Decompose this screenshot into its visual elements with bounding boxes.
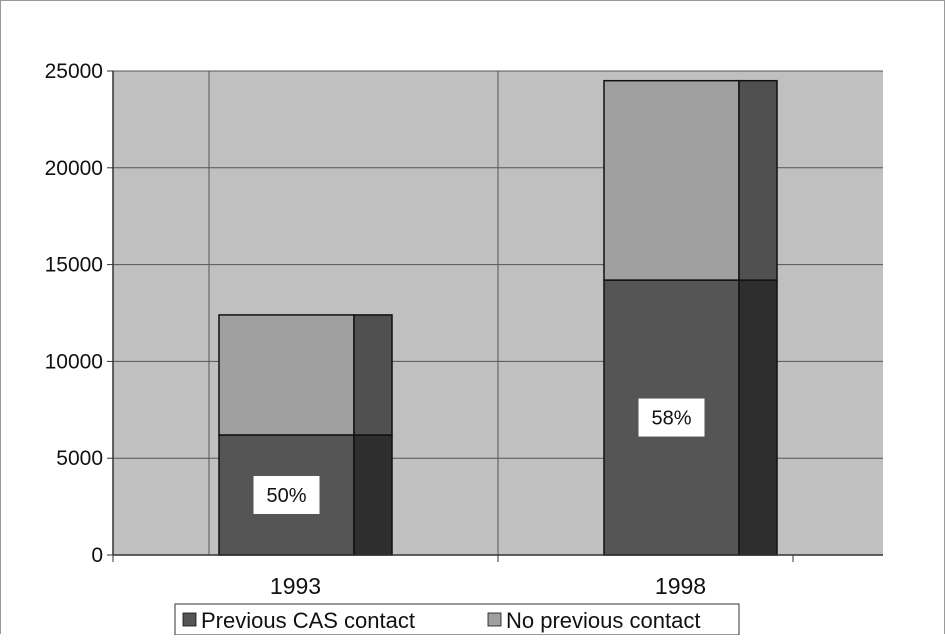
bar-no-previous-contact-1998 [603, 79, 740, 281]
y-tick-label: 0 [91, 544, 103, 567]
data-label: 58% [651, 408, 691, 430]
legend [174, 603, 740, 636]
bar-side-previous-cas-contact-1998 [738, 279, 778, 556]
x-tick-label: 1998 [655, 573, 706, 599]
y-tick-label: 5000 [56, 447, 103, 470]
y-tick-label: 15000 [45, 254, 103, 277]
legend-swatch-no-previous-contact [487, 612, 502, 627]
data-label-box [253, 475, 320, 514]
legend-label-previous-cas-contact: Previous CAS contact [201, 608, 415, 633]
bar-side-previous-cas-contact-1993 [353, 434, 393, 556]
data-label: 50% [266, 485, 306, 507]
bar-side-no-previous-contact-1998 [738, 79, 778, 281]
y-tick-label: 10000 [45, 350, 103, 373]
y-tick-label: 20000 [45, 157, 103, 180]
bar-side-no-previous-contact-1993 [353, 314, 393, 436]
x-tick-label: 1993 [270, 573, 321, 599]
y-tick-label: 25000 [45, 60, 103, 83]
data-label-box [638, 398, 705, 437]
bar-no-previous-contact-1993 [218, 314, 355, 436]
legend-label-no-previous-contact: No previous contact [506, 608, 700, 633]
legend-swatch-previous-cas-contact [182, 612, 197, 627]
